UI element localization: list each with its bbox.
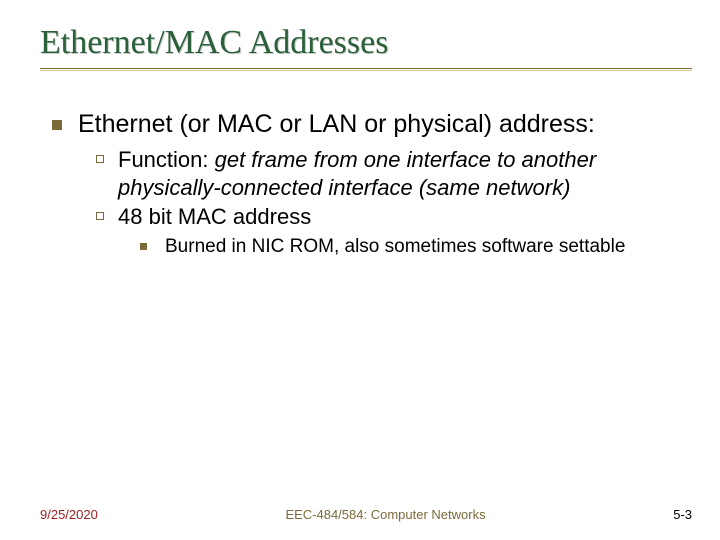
footer-course: EEC-484/584: Computer Networks	[98, 507, 673, 522]
list-item-text: Ethernet (or MAC or LAN or physical) add…	[78, 109, 595, 140]
title-underline-light	[40, 70, 692, 71]
subsublist: Burned in NIC ROM, also sometimes softwa…	[140, 235, 692, 259]
list-item: Ethernet (or MAC or LAN or physical) add…	[52, 109, 692, 140]
slide-title: Ethernet/MAC Addresses	[40, 24, 692, 66]
hollow-square-bullet-icon	[96, 212, 104, 220]
footer-page-number: 5-3	[673, 507, 692, 522]
list-item: 48 bit MAC address	[96, 203, 692, 231]
list-item: Function: get frame from one interface t…	[96, 146, 692, 201]
square-bullet-icon	[140, 243, 147, 250]
title-underline	[40, 68, 692, 69]
slide-body: Ethernet (or MAC or LAN or physical) add…	[40, 109, 692, 259]
list-item-text: Function: get frame from one interface t…	[118, 146, 692, 201]
hollow-square-bullet-icon	[96, 155, 104, 163]
list-item-text: 48 bit MAC address	[118, 203, 311, 231]
footer-date: 9/25/2020	[40, 507, 98, 522]
sublist: Function: get frame from one interface t…	[96, 146, 692, 258]
square-bullet-icon	[52, 120, 62, 130]
list-item: Burned in NIC ROM, also sometimes softwa…	[140, 235, 692, 259]
slide-footer: 9/25/2020 EEC-484/584: Computer Networks…	[40, 507, 692, 522]
text-prefix: Function:	[118, 147, 215, 172]
list-item-text: Burned in NIC ROM, also sometimes softwa…	[165, 235, 625, 259]
